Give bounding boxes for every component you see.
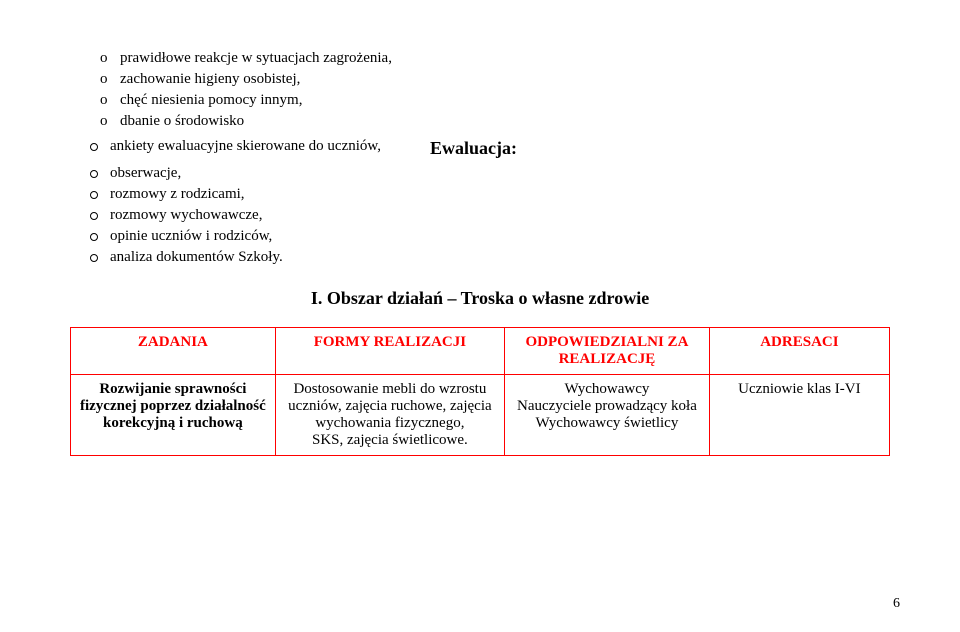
table-header: FORMY REALIZACJI — [275, 328, 504, 375]
table-cell: Rozwijanie sprawności fizycznej poprzez … — [71, 375, 276, 456]
list-item: chęć niesienia pomocy innym, — [100, 92, 890, 109]
table-header: ZADANIA — [71, 328, 276, 375]
table-header-row: ZADANIA FORMY REALIZACJI ODPOWIEDZIALNI … — [71, 328, 890, 375]
list-item: obserwacje, — [90, 165, 890, 182]
list-item: rozmowy z rodzicami, — [90, 186, 890, 203]
table-cell: WychowawcyNauczyciele prowadzący kołaWyc… — [505, 375, 710, 456]
table-header: ADRESACI — [709, 328, 889, 375]
table-cell: Uczniowie klas I-VI — [709, 375, 889, 456]
list-item: zachowanie higieny osobistej, — [100, 71, 890, 88]
page-number: 6 — [893, 596, 900, 612]
list-item: opinie uczniów i rodziców, — [90, 228, 890, 245]
bullet-list-solid: prawidłowe reakcje w sytuacjach zagrożen… — [70, 50, 890, 130]
bullet-list-hollow: obserwacje, rozmowy z rodzicami, rozmowy… — [70, 165, 890, 266]
list-item: rozmowy wychowawcze, — [90, 207, 890, 224]
section-heading: I. Obszar działań – Troska o własne zdro… — [70, 288, 890, 309]
bullet-list-hollow-lead: ankiety ewaluacyjne skierowane do ucznió… — [70, 138, 430, 155]
list-item: ankiety ewaluacyjne skierowane do ucznió… — [90, 138, 430, 155]
main-table: ZADANIA FORMY REALIZACJI ODPOWIEDZIALNI … — [70, 327, 890, 456]
table-cell: Dostosowanie mebli do wzrostu uczniów, z… — [275, 375, 504, 456]
list-item: dbanie o środowisko — [100, 113, 890, 130]
ewaluacja-row: ankiety ewaluacyjne skierowane do ucznió… — [70, 138, 890, 159]
ewaluacja-heading: Ewaluacja: — [430, 138, 890, 159]
list-item: prawidłowe reakcje w sytuacjach zagrożen… — [100, 50, 890, 67]
list-item: analiza dokumentów Szkoły. — [90, 249, 890, 266]
table-row: Rozwijanie sprawności fizycznej poprzez … — [71, 375, 890, 456]
table-header: ODPOWIEDZIALNI ZA REALIZACJĘ — [505, 328, 710, 375]
